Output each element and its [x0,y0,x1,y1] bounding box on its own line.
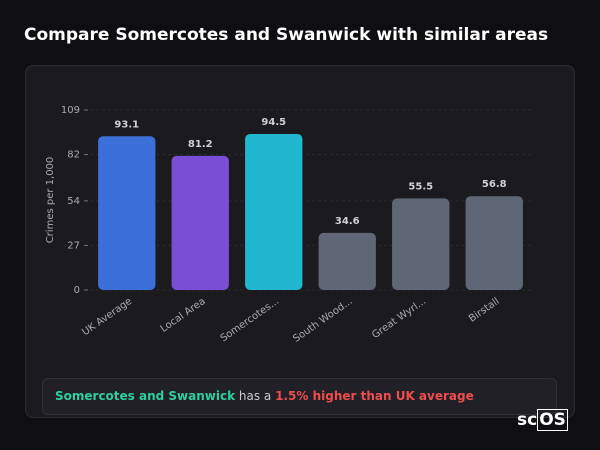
logo: sc OS [517,409,568,431]
summary-text: has a [238,389,272,403]
value-label: 56.8 [482,179,507,190]
y-tick-label: 27 [67,240,80,251]
x-tick-label: UK Average [80,296,134,338]
y-axis-label: Crimes per 1,000 [45,157,56,244]
y-tick-label: 54 [67,196,80,207]
bar [171,155,229,290]
value-label: 93.1 [114,119,139,130]
logo-prefix: sc [517,410,538,430]
summary: Somercotes and Swanwick has a 1.5% highe… [42,378,557,415]
bar [392,198,450,290]
summary-area: Somercotes and Swanwick [55,389,236,403]
title: Compare Somercotes and Swanwick with sim… [24,25,549,45]
y-tick-label: 109 [61,105,80,116]
bar [318,232,376,290]
value-label: 55.5 [408,181,433,192]
bar [245,133,303,290]
bar [98,136,156,290]
x-tick-label: South Wood... [291,296,354,345]
logo-boxed: OS [537,409,568,431]
x-tick-label: Birstall [467,296,502,325]
x-tick-label: Somercotes... [219,296,282,344]
value-label: 34.6 [335,216,360,227]
summary-highlight: 1.5% higher than UK average [275,389,474,403]
y-tick-label: 0 [74,285,80,296]
x-tick-label: Local Area [159,296,208,335]
y-tick-label: 82 [67,150,80,161]
value-label: 81.2 [188,139,213,150]
value-label: 94.5 [261,117,286,128]
bar [465,196,523,290]
x-tick-label: Great Wyrl... [370,296,428,341]
